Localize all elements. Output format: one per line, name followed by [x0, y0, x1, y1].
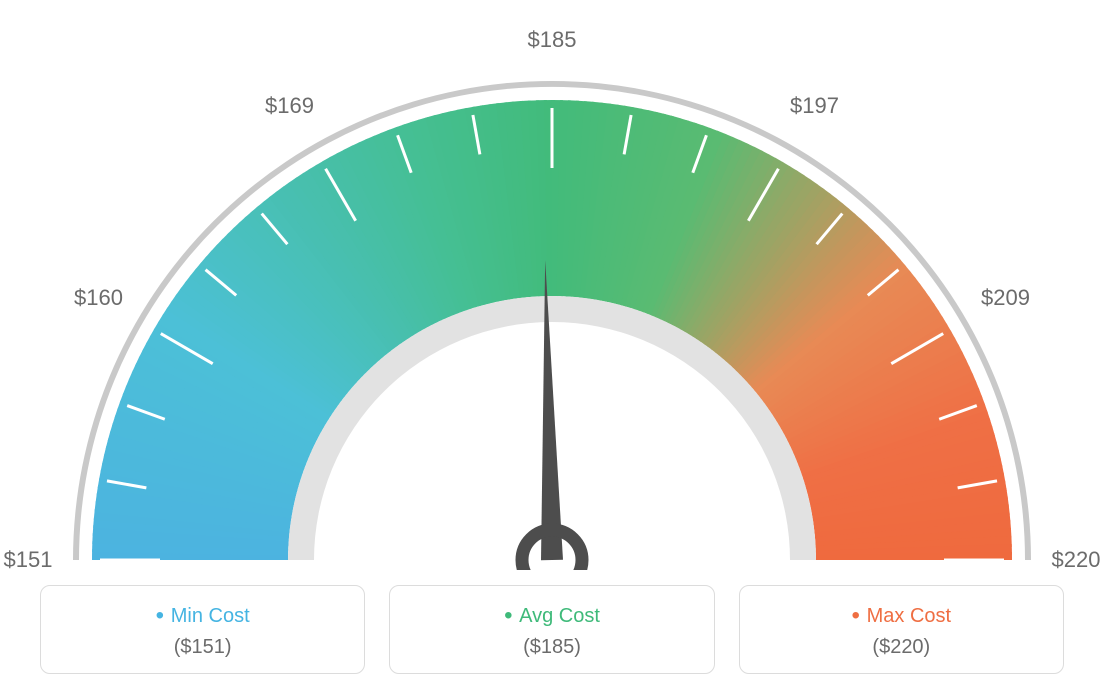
- gauge-tick-label: $220: [1052, 547, 1101, 573]
- legend-value-avg: ($185): [400, 636, 703, 659]
- legend-card-avg: Avg Cost ($185): [389, 585, 714, 674]
- legend-value-max: ($220): [750, 636, 1053, 659]
- gauge-tick-label: $151: [4, 547, 53, 573]
- legend-title-max: Max Cost: [750, 602, 1053, 630]
- gauge-svg: [0, 0, 1104, 570]
- legend-title-min: Min Cost: [51, 602, 354, 630]
- gauge-tick-label: $197: [790, 93, 839, 119]
- gauge-chart: $151 $160 $169 $185 $197 $209 $220: [0, 0, 1104, 570]
- gauge-tick-label: $160: [74, 285, 123, 311]
- legend-row: Min Cost ($151) Avg Cost ($185) Max Cost…: [0, 585, 1104, 674]
- legend-card-min: Min Cost ($151): [40, 585, 365, 674]
- legend-value-min: ($151): [51, 636, 354, 659]
- legend-title-avg: Avg Cost: [400, 602, 703, 630]
- gauge-tick-label: $169: [265, 93, 314, 119]
- legend-card-max: Max Cost ($220): [739, 585, 1064, 674]
- gauge-tick-label: $185: [528, 27, 577, 53]
- gauge-tick-label: $209: [981, 285, 1030, 311]
